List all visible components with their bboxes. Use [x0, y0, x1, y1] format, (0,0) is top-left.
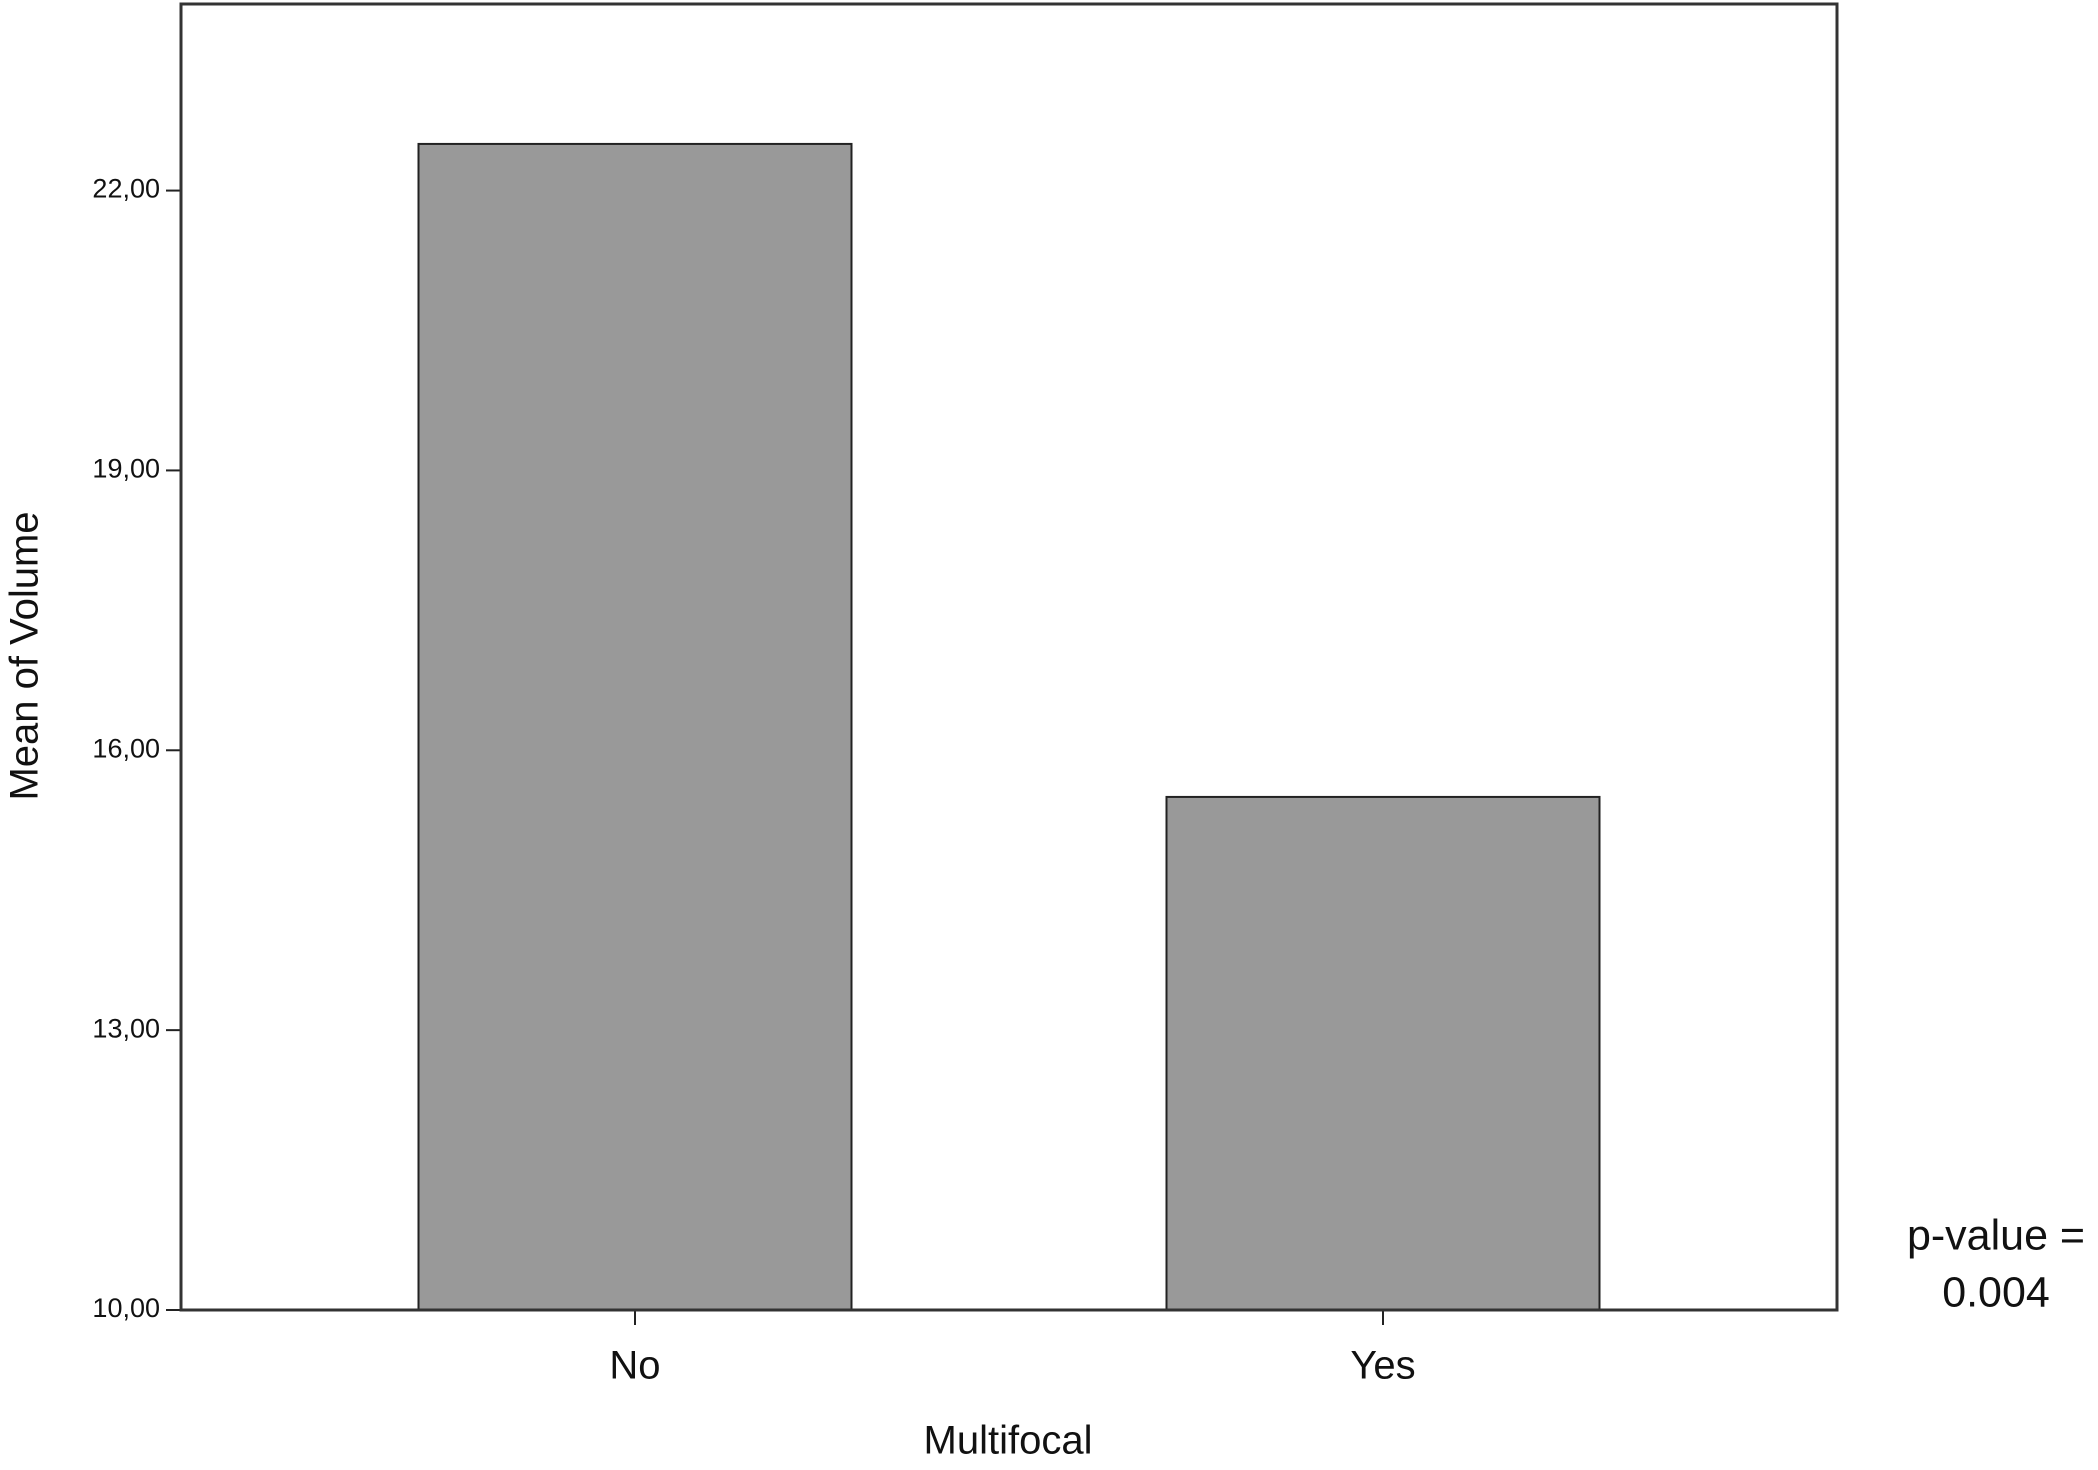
x-tick-label: Yes [1350, 1344, 1415, 1388]
x-axis-label: Multifocal [924, 1419, 1093, 1463]
y-tick-label: 16,00 [92, 733, 160, 763]
y-tick-label: 19,00 [92, 454, 160, 484]
y-tick-label: 13,00 [92, 1013, 160, 1043]
annotation: p-value = [1907, 1211, 2085, 1259]
y-axis-label: Mean of Volume [3, 511, 47, 800]
bar [417, 142, 853, 1311]
plot-frame [179, 2, 1839, 1312]
bar [1165, 795, 1601, 1311]
annotation: 0.004 [1942, 1268, 2050, 1316]
y-tick-label: 22,00 [92, 174, 160, 204]
y-tick-label: 10,00 [92, 1293, 160, 1323]
x-tick-label: No [609, 1344, 660, 1388]
